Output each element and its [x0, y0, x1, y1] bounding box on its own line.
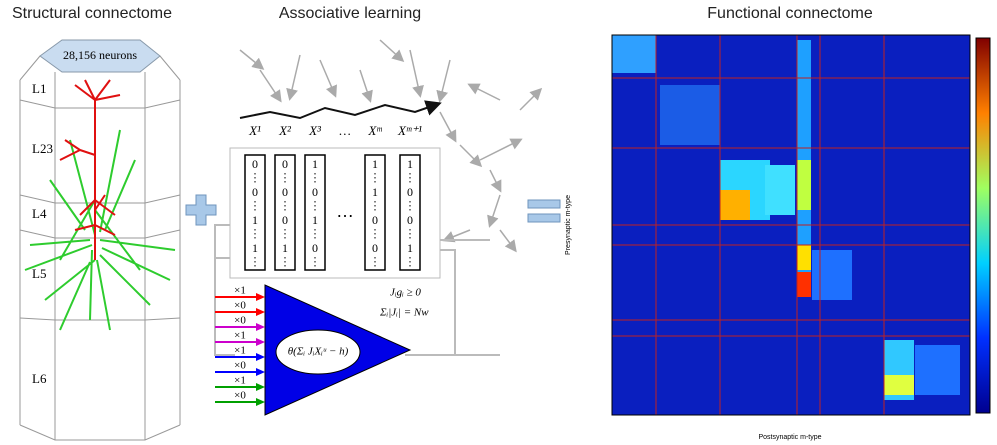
figure: Structural connectome Associative learni…: [0, 0, 997, 445]
input-arrowhead: [256, 368, 265, 376]
layer-label: L5: [32, 266, 46, 281]
vector-entry: 1: [407, 241, 413, 255]
panel-title: Structural connectome: [12, 5, 172, 22]
input-arrowhead: [256, 383, 265, 391]
vector-entry: 1: [372, 185, 378, 199]
vector-entry: 0: [252, 185, 258, 199]
pattern-label: X²: [278, 123, 292, 138]
vector-entry: 1: [252, 213, 258, 227]
vector-entry: 1: [252, 241, 258, 255]
x-axis-title: Postsynaptic m-type: [758, 434, 821, 441]
pattern-label: X³: [308, 123, 322, 138]
heatmap: [612, 35, 970, 415]
vector-entry: 1: [312, 213, 318, 227]
layer-label: L6: [32, 371, 47, 386]
vector-gap: …: [336, 201, 354, 221]
input-arrowhead: [256, 398, 265, 406]
vector-entry: 0: [252, 157, 258, 171]
input-weight: ×1: [234, 330, 246, 342]
layer-label: L4: [32, 206, 47, 221]
neuron-dendrites: [25, 80, 175, 330]
input-weight: ×0: [234, 390, 246, 402]
neuron-count: 28,156 neurons: [63, 48, 137, 62]
input-weight: ×0: [234, 300, 246, 312]
y-axis-title: Presynaptic m-type: [565, 195, 572, 255]
vector-entry: 0: [282, 157, 288, 171]
pattern-label: Xᵐ⁺¹: [397, 123, 422, 138]
vector-entry: 0: [372, 213, 378, 227]
vector-entry: 0: [407, 185, 413, 199]
layer-label: L1: [32, 81, 46, 96]
vector-entry: 1: [282, 241, 288, 255]
pattern-label: Xᵐ: [367, 123, 382, 138]
vector-entry: 1: [372, 157, 378, 171]
colorbar: [976, 38, 990, 413]
sign-constraint: Jᵢgᵢ ≥ 0: [390, 287, 421, 299]
pattern-vectors: 0 0 1 1 0 0 0 1 1 0 1 0 1 1 0 0 1 0 0 1 …: [245, 155, 420, 270]
vector-entry: 0: [282, 185, 288, 199]
vector-entry: 0: [407, 213, 413, 227]
input-weight: ×0: [234, 360, 246, 372]
equals-sign: [528, 200, 560, 222]
input-arrowhead: [256, 323, 265, 331]
input-weight: ×1: [234, 345, 246, 357]
vector-entry: 0: [312, 185, 318, 199]
norm-constraint: Σᵢ|Jᵢ| = Nw: [379, 307, 429, 319]
panel-title: Functional connectome: [707, 5, 873, 22]
activation-formula: θ(Σᵢ JᵢXᵢᵘ − h): [288, 346, 349, 358]
plus-sign: [186, 195, 216, 225]
layer-label: L23: [32, 141, 53, 156]
vector-entry: 0: [282, 213, 288, 227]
vector-entry: 0: [312, 241, 318, 255]
input-arrowhead: [256, 338, 265, 346]
perceptron-inputs: ×1 ×0 ×0 ×1 ×1 ×0 ×1 ×0: [215, 285, 265, 406]
vector-entry: 0: [372, 241, 378, 255]
vector-entry: 1: [407, 157, 413, 171]
vector-entry: 1: [312, 157, 318, 171]
input-arrowhead: [256, 293, 265, 301]
input-weight: ×1: [234, 285, 246, 297]
input-weight: ×0: [234, 315, 246, 327]
input-arrowhead: [256, 308, 265, 316]
pattern-labels: X¹ X² X³ … Xᵐ Xᵐ⁺¹: [248, 123, 422, 138]
input-weight: ×1: [234, 375, 246, 387]
pattern-label: …: [339, 123, 351, 138]
trajectory-path: [240, 104, 438, 118]
pattern-label: X¹: [248, 123, 261, 138]
input-arrowhead: [256, 353, 265, 361]
panel-title: Associative learning: [279, 5, 421, 22]
